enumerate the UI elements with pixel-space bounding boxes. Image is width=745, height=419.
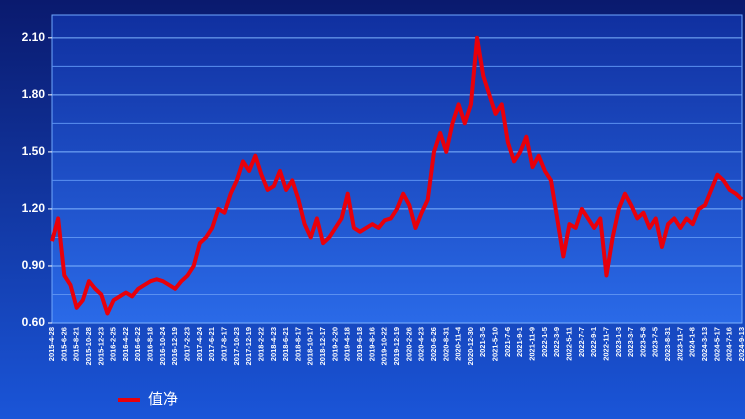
y-tick-label: 1.20 bbox=[22, 201, 46, 215]
x-tick-label: 2022-9-1 bbox=[589, 327, 598, 357]
x-tick-label: 2023-8-31 bbox=[663, 327, 672, 361]
x-tick-label: 2017-8-17 bbox=[219, 327, 228, 361]
x-tick-label: 2016-6-22 bbox=[133, 327, 142, 361]
x-tick-label: 2018-2-22 bbox=[256, 327, 265, 361]
x-tick-label: 2024-9-13 bbox=[737, 327, 745, 361]
x-tick-label: 2024-7-16 bbox=[725, 327, 734, 361]
x-tick-label: 2023-1-3 bbox=[614, 327, 623, 357]
x-tick-label: 2016-12-19 bbox=[170, 327, 179, 365]
x-tick-label: 2022-1-5 bbox=[540, 327, 549, 357]
x-tick-label: 2022-3-9 bbox=[552, 327, 561, 357]
x-tick-label: 2016-10-24 bbox=[158, 326, 167, 365]
x-tick-label: 2022-11-7 bbox=[601, 327, 610, 361]
x-tick-label: 2017-10-23 bbox=[232, 327, 241, 365]
x-tick-label: 2020-11-4 bbox=[454, 326, 463, 361]
x-tick-label: 2019-6-18 bbox=[355, 327, 364, 361]
x-tick-label: 2023-11-7 bbox=[675, 327, 684, 361]
series-line bbox=[50, 35, 744, 316]
x-tick-label: 2024-3-13 bbox=[700, 327, 709, 361]
legend-label: 值净 bbox=[148, 391, 178, 408]
x-tick-label: 2020-2-26 bbox=[404, 327, 413, 361]
x-tick-label: 2021-5-10 bbox=[491, 327, 500, 361]
x-tick-label: 2019-12-19 bbox=[392, 327, 401, 365]
x-tick-label: 2022-7-7 bbox=[577, 327, 586, 357]
x-tick-label: 2015-12-23 bbox=[96, 327, 105, 365]
x-tick-label: 2017-6-21 bbox=[207, 327, 216, 361]
x-tick-label: 2017-2-23 bbox=[183, 327, 192, 361]
x-tick-label: 2021-9-1 bbox=[515, 327, 524, 357]
x-tick-label: 2020-6-26 bbox=[429, 327, 438, 361]
plot-area bbox=[51, 14, 743, 324]
x-tick-label: 2019-8-16 bbox=[367, 327, 376, 361]
x-tick-label: 2018-10-17 bbox=[306, 327, 315, 365]
y-tick-label: 0.90 bbox=[22, 258, 46, 272]
x-tick-label: 2024-1-8 bbox=[688, 327, 697, 357]
x-tick-label: 2021-3-5 bbox=[478, 327, 487, 357]
x-tick-label: 2018-6-21 bbox=[281, 327, 290, 361]
x-tick-label: 2019-10-22 bbox=[380, 327, 389, 365]
x-tick-label: 2018-12-17 bbox=[318, 327, 327, 365]
x-tick-label: 2016-8-18 bbox=[146, 327, 155, 361]
x-tick-label: 2016-4-22 bbox=[121, 327, 130, 361]
x-tick-label: 2020-12-30 bbox=[466, 327, 475, 365]
x-tick-label: 2020-4-23 bbox=[417, 327, 426, 361]
x-tick-label: 2017-4-24 bbox=[195, 326, 204, 361]
x-tick-label: 2018-4-23 bbox=[269, 327, 278, 361]
x-tick-label: 2024-5-17 bbox=[712, 327, 721, 361]
x-tick-label: 2020-8-31 bbox=[441, 327, 450, 361]
x-tick-label: 2018-8-17 bbox=[293, 327, 302, 361]
x-tick-label: 2017-12-19 bbox=[244, 327, 253, 365]
y-tick-label: 1.50 bbox=[22, 144, 46, 158]
x-tick-label: 2019-4-18 bbox=[343, 327, 352, 361]
x-tick-label: 2015-10-28 bbox=[84, 327, 93, 365]
x-tick-label: 2023-3-7 bbox=[626, 327, 635, 357]
x-tick-label: 2022-5-11 bbox=[564, 327, 573, 361]
x-tick-label: 2016-2-25 bbox=[109, 327, 118, 361]
x-tick-label: 2021-11-9 bbox=[528, 327, 537, 361]
x-tick-label: 2023-5-8 bbox=[638, 327, 647, 357]
y-tick-label: 0.60 bbox=[22, 315, 46, 329]
y-tick-label: 1.80 bbox=[22, 87, 46, 101]
x-tick-label: 2019-2-20 bbox=[330, 327, 339, 361]
y-tick-label: 2.10 bbox=[22, 30, 46, 44]
x-tick-label: 2015-6-26 bbox=[59, 327, 68, 361]
x-tick-label: 2015-4-28 bbox=[47, 327, 56, 361]
x-tick-label: 2015-8-21 bbox=[72, 327, 81, 361]
x-tick-label: 2021-7-6 bbox=[503, 327, 512, 357]
x-tick-label: 2023-7-5 bbox=[651, 327, 660, 357]
